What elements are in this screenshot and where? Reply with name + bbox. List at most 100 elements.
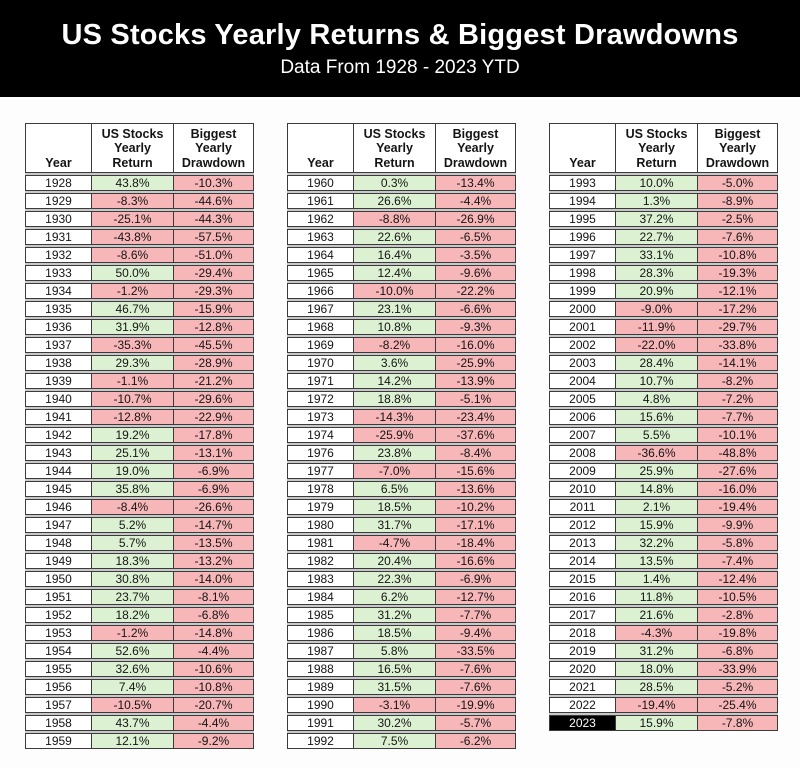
table-header-row: Year US Stocks Yearly Return Biggest Yearl… (25, 123, 254, 173)
table-row: 1955 32.6% -10.6% (25, 661, 254, 677)
drawdown-cell: -33.5% (435, 644, 515, 658)
drawdown-cell: -10.8% (173, 680, 253, 694)
year-cell: 1928 (26, 176, 91, 190)
table-row: 1941 -12.8% -22.9% (25, 409, 254, 425)
return-cell: -7.0% (353, 464, 435, 478)
table-row: 1961 26.6% -4.4% (287, 193, 516, 209)
table-row: 1980 31.7% -17.1% (287, 517, 516, 533)
drawdown-cell: -10.6% (173, 662, 253, 676)
drawdown-cell: -7.4% (697, 554, 777, 568)
year-cell: 1996 (550, 230, 615, 244)
year-cell: 1967 (288, 302, 353, 316)
drawdown-cell: -5.2% (697, 680, 777, 694)
year-cell: 1973 (288, 410, 353, 424)
table-row: 1945 35.8% -6.9% (25, 481, 254, 497)
table-row: 2015 1.4% -12.4% (549, 571, 778, 587)
drawdown-cell: -4.4% (173, 644, 253, 658)
return-cell: 23.8% (353, 446, 435, 460)
year-cell: 1948 (26, 536, 91, 550)
year-cell: 1966 (288, 284, 353, 298)
return-cell: -8.2% (353, 338, 435, 352)
year-cell: 1970 (288, 356, 353, 370)
table-row: 1982 20.4% -16.6% (287, 553, 516, 569)
drawdown-cell: -8.9% (697, 194, 777, 208)
return-cell: 31.7% (353, 518, 435, 532)
drawdown-cell: -13.1% (173, 446, 253, 460)
year-cell: 2006 (550, 410, 615, 424)
table-row: 1968 10.8% -9.3% (287, 319, 516, 335)
year-cell: 1972 (288, 392, 353, 406)
table-row: 1986 18.5% -9.4% (287, 625, 516, 641)
year-cell: 2007 (550, 428, 615, 442)
table-row: 1977 -7.0% -15.6% (287, 463, 516, 479)
table-row: 1942 19.2% -17.8% (25, 427, 254, 443)
table-row: 2004 10.7% -8.2% (549, 373, 778, 389)
table-row: 2023 15.9% -7.8% (549, 715, 778, 731)
year-cell: 1971 (288, 374, 353, 388)
drawdown-cell: -6.5% (435, 230, 515, 244)
year-cell: 1955 (26, 662, 91, 676)
drawdown-cell: -7.7% (435, 608, 515, 622)
column-header-year: Year (26, 124, 91, 172)
year-cell: 1979 (288, 500, 353, 514)
drawdown-cell: -57.5% (173, 230, 253, 244)
return-cell: 29.3% (91, 356, 173, 370)
table-row: 2017 21.6% -2.8% (549, 607, 778, 623)
header-banner: US Stocks Yearly Returns & Biggest Drawd… (0, 0, 800, 97)
table-row: 1947 5.2% -14.7% (25, 517, 254, 533)
year-cell: 1989 (288, 680, 353, 694)
table-row: 2012 15.9% -9.9% (549, 517, 778, 533)
year-cell: 1957 (26, 698, 91, 712)
year-cell: 1934 (26, 284, 91, 298)
table-row: 1936 31.9% -12.8% (25, 319, 254, 335)
table-row: 1956 7.4% -10.8% (25, 679, 254, 695)
drawdown-cell: -6.9% (173, 482, 253, 496)
table-header-row: Year US Stocks Yearly Return Biggest Yearl… (287, 123, 516, 173)
return-cell: 19.2% (91, 428, 173, 442)
year-cell: 1941 (26, 410, 91, 424)
drawdown-cell: -25.4% (697, 698, 777, 712)
page: US Stocks Yearly Returns & Biggest Drawd… (0, 0, 800, 749)
table-row: 2007 5.5% -10.1% (549, 427, 778, 443)
drawdown-cell: -28.9% (173, 356, 253, 370)
drawdown-cell: -6.8% (173, 608, 253, 622)
return-cell: 7.4% (91, 680, 173, 694)
drawdown-cell: -9.6% (435, 266, 515, 280)
drawdown-cell: -6.6% (435, 302, 515, 316)
year-cell: 1956 (26, 680, 91, 694)
year-cell: 1944 (26, 464, 91, 478)
drawdown-cell: -4.4% (435, 194, 515, 208)
drawdown-cell: -17.2% (697, 302, 777, 316)
drawdown-cell: -19.9% (435, 698, 515, 712)
year-cell: 1950 (26, 572, 91, 586)
table-row: 2001 -11.9% -29.7% (549, 319, 778, 335)
return-cell: 15.6% (615, 410, 697, 424)
return-cell: 37.2% (615, 212, 697, 226)
year-cell: 1968 (288, 320, 353, 334)
table-row: 1976 23.8% -8.4% (287, 445, 516, 461)
drawdown-cell: -14.1% (697, 356, 777, 370)
drawdown-cell: -5.0% (697, 176, 777, 190)
drawdown-cell: -14.0% (173, 572, 253, 586)
year-cell: 2019 (550, 644, 615, 658)
return-cell: 3.6% (353, 356, 435, 370)
return-cell: 23.7% (91, 590, 173, 604)
drawdown-cell: -26.9% (435, 212, 515, 226)
year-cell: 1986 (288, 626, 353, 640)
year-cell: 1982 (288, 554, 353, 568)
return-cell: 32.6% (91, 662, 173, 676)
year-cell: 1929 (26, 194, 91, 208)
return-cell: 43.8% (91, 176, 173, 190)
year-cell: 2008 (550, 446, 615, 460)
drawdown-cell: -7.6% (435, 662, 515, 676)
drawdown-cell: -27.6% (697, 464, 777, 478)
return-cell: 18.3% (91, 554, 173, 568)
year-cell: 1978 (288, 482, 353, 496)
drawdown-cell: -5.1% (435, 392, 515, 406)
return-cell: 12.4% (353, 266, 435, 280)
return-cell: 25.1% (91, 446, 173, 460)
table-row: 1970 3.6% -25.9% (287, 355, 516, 371)
drawdown-cell: -26.6% (173, 500, 253, 514)
year-cell: 1943 (26, 446, 91, 460)
drawdown-cell: -8.2% (697, 374, 777, 388)
